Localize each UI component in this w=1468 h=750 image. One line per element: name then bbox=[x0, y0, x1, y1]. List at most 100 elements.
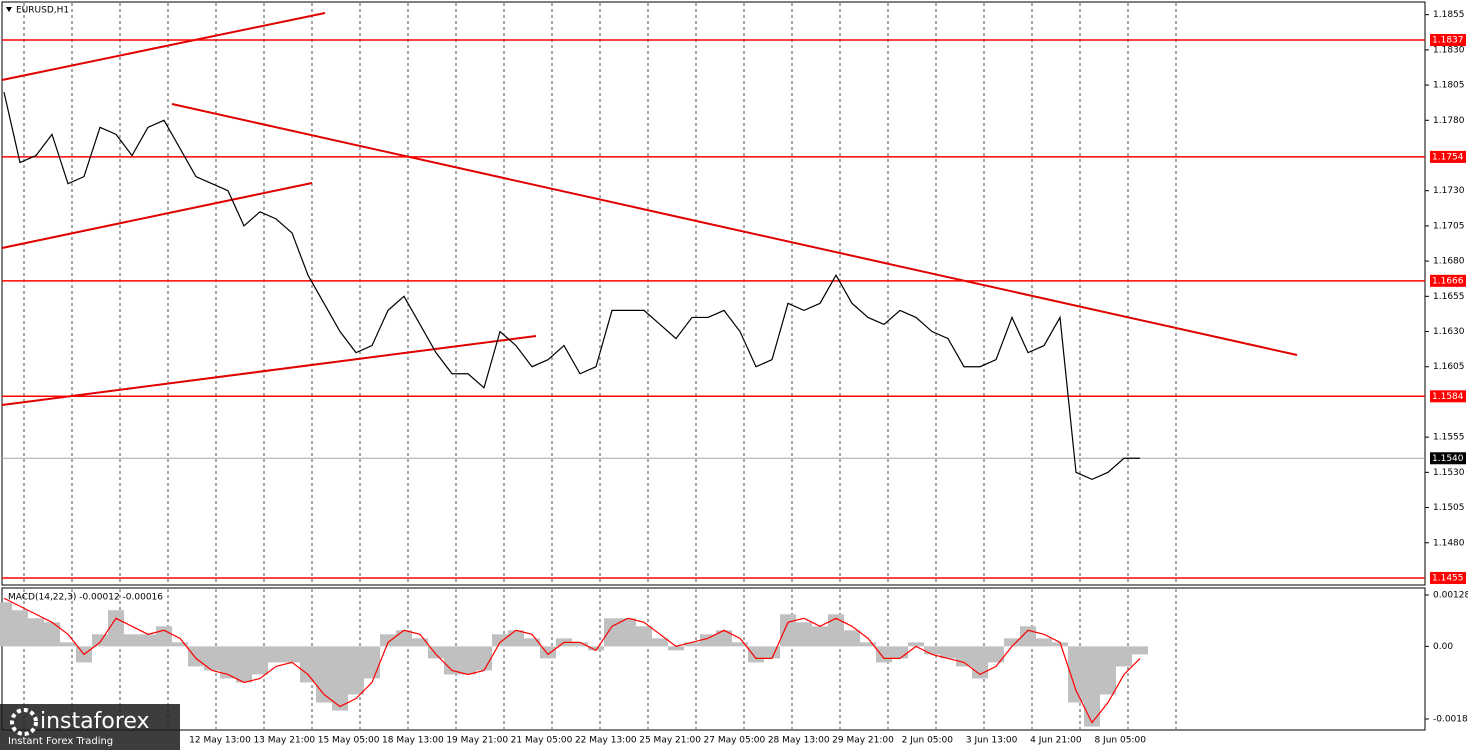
macd-bar bbox=[1084, 646, 1100, 727]
macd-bar bbox=[396, 630, 412, 647]
trendline bbox=[1, 335, 537, 406]
macd-bar bbox=[828, 614, 844, 647]
level-label-bg bbox=[1430, 150, 1466, 163]
macd-bar bbox=[508, 630, 524, 647]
macd-bar bbox=[1052, 642, 1068, 647]
macd-bar bbox=[60, 642, 76, 647]
level-label-bg bbox=[1430, 571, 1466, 584]
macd-bar bbox=[940, 646, 956, 659]
macd-bar bbox=[156, 626, 172, 647]
macd-bar bbox=[684, 642, 700, 647]
macd-bar bbox=[1132, 646, 1148, 655]
y-tick-label: 1.1630 bbox=[1433, 327, 1465, 337]
logo-icon bbox=[10, 708, 38, 736]
macd-bar bbox=[524, 638, 540, 647]
macd-bar bbox=[668, 646, 684, 651]
macd-bar bbox=[972, 646, 988, 679]
y-tick-label: 1.1605 bbox=[1433, 362, 1465, 372]
x-tick-label: 13 May 21:00 bbox=[253, 736, 315, 746]
trendline bbox=[171, 103, 1298, 356]
macd-bar bbox=[844, 630, 860, 647]
x-tick-label: 21 May 05:00 bbox=[511, 736, 573, 746]
macd-bar bbox=[44, 622, 60, 647]
macd-bar bbox=[92, 634, 108, 647]
x-tick-label: 4 Jun 21:00 bbox=[1030, 736, 1082, 746]
level-label-bg bbox=[1430, 390, 1466, 403]
x-tick-label: 18 May 13:00 bbox=[382, 736, 444, 746]
macd-bar bbox=[0, 602, 12, 647]
macd-bar bbox=[188, 646, 204, 667]
macd-bar bbox=[812, 626, 828, 647]
macd-bar bbox=[172, 642, 188, 647]
macd-bar bbox=[572, 642, 588, 647]
price-frame bbox=[1, 1, 1426, 586]
macd-bar bbox=[908, 642, 924, 647]
y-tick-label: 1.1855 bbox=[1433, 10, 1465, 20]
trendlines bbox=[1, 12, 1298, 406]
logo: instaforex Instant Forex Trading bbox=[0, 704, 180, 750]
macd-bar bbox=[604, 618, 620, 647]
x-tick-label: 19 May 21:00 bbox=[446, 736, 508, 746]
logo-tagline: Instant Forex Trading bbox=[8, 736, 113, 747]
macd-bar bbox=[860, 642, 876, 647]
macd-bar bbox=[892, 646, 908, 659]
macd-title: MACD(14,22,3) -0.00012 -0.00016 bbox=[8, 593, 163, 603]
y-tick-label: 0.00 bbox=[1433, 642, 1453, 652]
macd-bar bbox=[1004, 638, 1020, 647]
y-tick-label: 1.1655 bbox=[1433, 292, 1465, 302]
level-label: 1.1837 bbox=[1432, 36, 1464, 46]
macd-bar bbox=[236, 646, 252, 683]
x-tick-label: 28 May 13:00 bbox=[768, 736, 830, 746]
macd-bar bbox=[492, 634, 508, 647]
macd-bar bbox=[748, 646, 764, 663]
macd-frame bbox=[1, 587, 1426, 731]
y-tick-label: 1.1530 bbox=[1433, 468, 1465, 478]
macd-bar bbox=[588, 646, 604, 651]
macd-bar bbox=[268, 646, 284, 663]
x-tick-label: 3 Jun 13:00 bbox=[966, 736, 1018, 746]
macd-bar bbox=[796, 622, 812, 647]
trendline bbox=[1, 12, 326, 81]
macd-bar bbox=[332, 646, 348, 711]
macd-bar bbox=[348, 646, 364, 695]
level-label: 1.1455 bbox=[1432, 573, 1464, 583]
price-line bbox=[3, 91, 1140, 481]
macd-bar bbox=[988, 646, 1004, 663]
macd-bar bbox=[444, 646, 460, 675]
macd-bar bbox=[412, 638, 428, 647]
x-tick-label: 8 Jun 05:00 bbox=[1094, 736, 1146, 746]
signal-line bbox=[3, 597, 1141, 724]
macd-bar bbox=[300, 646, 316, 683]
y-tick-label: 1.1555 bbox=[1433, 433, 1465, 443]
macd-bar bbox=[108, 610, 124, 647]
level-label: 1.1666 bbox=[1432, 276, 1464, 286]
macd-bar bbox=[636, 626, 652, 647]
logo-brand: instaforex bbox=[40, 709, 150, 734]
y-tick-label: 1.1780 bbox=[1433, 116, 1465, 126]
macd-bar bbox=[1100, 646, 1116, 695]
macd-bar bbox=[220, 646, 236, 679]
y-tick-label: 1.1680 bbox=[1433, 257, 1465, 267]
x-tick-label: 27 May 05:00 bbox=[704, 736, 766, 746]
macd-bar bbox=[620, 618, 636, 647]
y-tick-label: 1.1730 bbox=[1433, 186, 1465, 196]
macd-bar bbox=[876, 646, 892, 663]
macd-bar bbox=[460, 646, 476, 675]
y-tick-label: 1.1480 bbox=[1433, 538, 1465, 548]
x-tick-label: 29 May 21:00 bbox=[832, 736, 894, 746]
macd-bar bbox=[780, 614, 796, 647]
macd-bar bbox=[1036, 638, 1052, 647]
macd-bar bbox=[204, 646, 220, 671]
macd-bar bbox=[124, 634, 140, 647]
x-tick-label: 2 Jun 05:00 bbox=[902, 736, 954, 746]
last-price-bg bbox=[1430, 452, 1466, 465]
level-label: 1.1754 bbox=[1432, 152, 1464, 162]
y-tick-label: 1.1830 bbox=[1433, 45, 1465, 55]
x-tick-label: 22 May 13:00 bbox=[575, 736, 637, 746]
y-tick-label: 1.1705 bbox=[1433, 221, 1465, 231]
macd-bar bbox=[732, 642, 748, 647]
trendline bbox=[1, 182, 313, 249]
grid bbox=[23, 3, 1177, 729]
logo-bg bbox=[0, 704, 180, 750]
